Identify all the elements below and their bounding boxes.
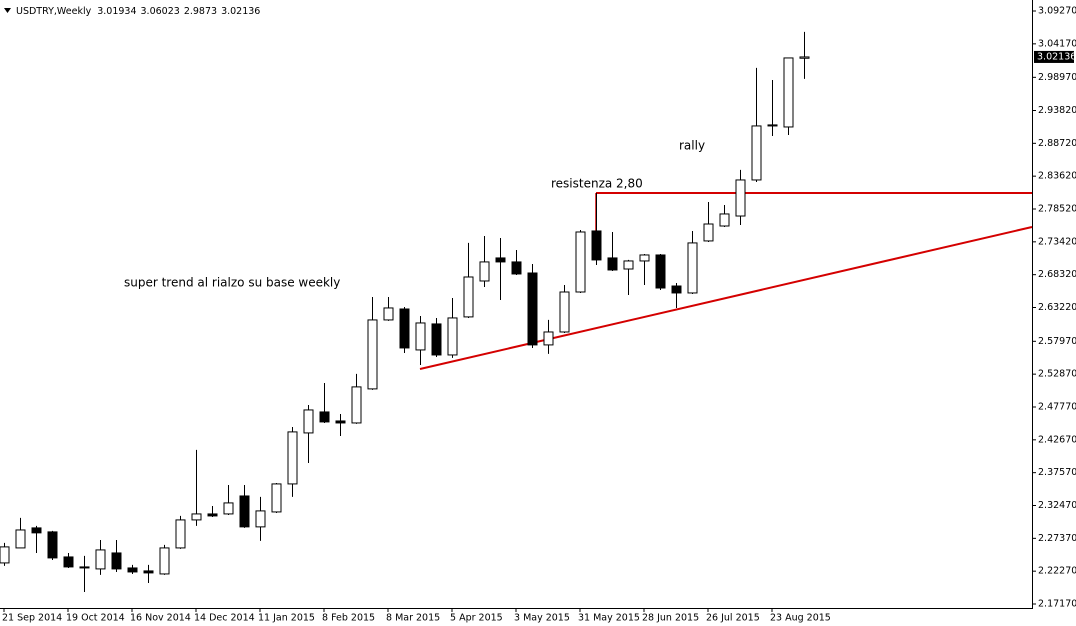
x-tick-label: 26 Jul 2015: [706, 613, 760, 624]
x-tick-label: 31 May 2015: [578, 613, 640, 624]
candle-body: [159, 547, 170, 575]
y-tick-label: 2.32470: [1038, 500, 1076, 511]
y-tick-label: 2.42670: [1038, 434, 1076, 445]
y-tick-label: 2.98970: [1038, 72, 1076, 83]
menu-arrow: [4, 8, 11, 13]
candle-body: [703, 223, 714, 242]
high-value: 3.06023: [141, 6, 180, 17]
x-tick-label: 5 Apr 2015: [450, 613, 503, 624]
chart-header: USDTRY,Weekly 3.01934 3.06023 2.9873 3.02136: [16, 6, 260, 17]
symbol: USDTRY,Weekly: [16, 6, 92, 17]
y-tick-label: 2.17170: [1038, 599, 1076, 610]
y-tick-label: 2.47770: [1038, 401, 1076, 412]
candle-body: [559, 291, 570, 333]
candle-body: [335, 420, 346, 424]
candle-body: [623, 260, 634, 270]
candle-body: [31, 527, 42, 534]
y-tick-label: 2.68320: [1038, 269, 1076, 280]
candle-body: [95, 549, 106, 570]
x-tick-label: 3 May 2015: [514, 613, 570, 624]
y-tick-label: 2.52870: [1038, 369, 1076, 380]
y-tick-label: 2.88720: [1038, 138, 1076, 149]
candle-body: [191, 513, 202, 521]
candle-body: [799, 56, 810, 59]
x-tick-label: 21 Sep 2014: [2, 613, 62, 624]
x-tick-label: 11 Jan 2015: [258, 613, 315, 624]
candle-body: [479, 261, 490, 282]
candle-body: [223, 502, 234, 515]
close-value: 3.02136: [221, 6, 260, 17]
candle-body: [0, 546, 10, 564]
x-tick-label: 16 Nov 2014: [130, 613, 191, 624]
candle-body: [111, 552, 122, 570]
candle-body: [495, 257, 506, 263]
y-tick-label: 3.09270: [1038, 6, 1076, 17]
candle-body: [127, 567, 138, 573]
candle-body: [303, 409, 314, 434]
candle-body: [271, 483, 282, 513]
candle-body: [527, 272, 538, 346]
candle-body: [719, 213, 730, 227]
annotation: resistenza 2,80: [551, 177, 643, 191]
candle-body: [431, 323, 442, 356]
y-tick-label: 2.93820: [1038, 105, 1076, 116]
candle-body: [399, 308, 410, 349]
candle-body: [255, 510, 266, 528]
open-value: 3.01934: [97, 6, 136, 17]
candle-body: [367, 319, 378, 390]
candle-body: [463, 276, 474, 318]
candle-body: [687, 242, 698, 294]
low-value: 2.9873: [184, 6, 217, 17]
y-tick-label: 2.73420: [1038, 236, 1076, 247]
x-tick-label: 23 Aug 2015: [770, 613, 831, 624]
candle-body: [207, 513, 218, 517]
candle-body: [287, 431, 298, 485]
x-tick-label: 14 Dec 2014: [194, 613, 255, 624]
candle-body: [447, 317, 458, 356]
y-tick-label: 3.04170: [1038, 38, 1076, 49]
y-tick-label: 2.27370: [1038, 533, 1076, 544]
candle-body: [639, 254, 650, 262]
y-tick-label: 2.37570: [1038, 467, 1076, 478]
candle-body: [415, 322, 426, 351]
candle-body: [239, 495, 250, 528]
x-tick-label: 19 Oct 2014: [66, 613, 125, 624]
price-label-box: [1034, 50, 1074, 63]
candle-body: [735, 179, 746, 217]
candle-body: [143, 570, 154, 574]
candle-body: [511, 261, 522, 275]
candle-body: [319, 411, 330, 423]
x-tick-label: 8 Feb 2015: [322, 613, 375, 624]
candle-body: [783, 57, 794, 128]
candle-body: [767, 124, 778, 127]
candle-body: [15, 529, 26, 549]
candle-body: [575, 231, 586, 293]
candle-body: [63, 556, 74, 568]
candle-body: [607, 257, 618, 271]
candle-body: [383, 307, 394, 321]
candle-body: [671, 285, 682, 294]
y-tick-label: 2.22270: [1038, 566, 1076, 577]
annotation: rally: [679, 139, 705, 153]
annotation: super trend al rialzo su base weekly: [124, 276, 340, 290]
candle-body: [79, 566, 90, 569]
candle-body: [751, 125, 762, 181]
candle-body: [591, 230, 602, 261]
y-tick-label: 2.83620: [1038, 171, 1076, 182]
y-tick-label: 2.63220: [1038, 302, 1076, 313]
candle-body: [351, 386, 362, 424]
price-label: 3.02136: [1037, 51, 1076, 62]
candle-body: [543, 331, 554, 346]
x-tick-label: 8 Mar 2015: [386, 613, 440, 624]
x-tick-label: 28 Jun 2015: [642, 613, 699, 624]
candle-body: [175, 519, 186, 549]
trend-line: [419, 226, 1033, 370]
y-tick-label: 2.57970: [1038, 336, 1076, 347]
candle-body: [655, 254, 666, 289]
y-tick-label: 2.78520: [1038, 203, 1076, 214]
candle-body: [47, 531, 58, 559]
